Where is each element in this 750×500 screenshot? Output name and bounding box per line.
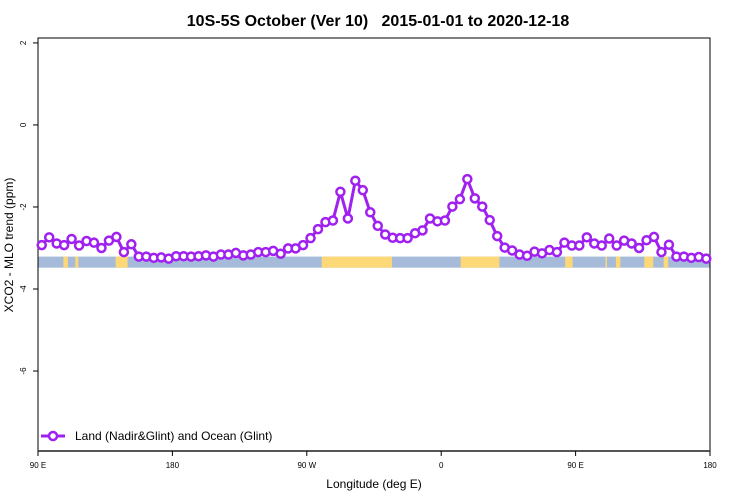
data-point xyxy=(111,231,122,243)
data-point xyxy=(342,213,354,224)
legend-entry-label: Land (Nadir&Glint) and Ocean (Glint) xyxy=(75,429,272,443)
data-point xyxy=(477,201,488,212)
data-point xyxy=(469,193,481,204)
data-point xyxy=(521,250,533,262)
data-point xyxy=(462,173,473,185)
data-point xyxy=(126,239,137,250)
legend: Land (Nadir&Glint) and Ocean (Glint) xyxy=(41,429,272,443)
data-point xyxy=(305,232,316,244)
data-point xyxy=(581,232,593,243)
data-point xyxy=(626,238,637,249)
land-segment xyxy=(321,256,392,268)
data-point xyxy=(350,175,361,186)
data-point xyxy=(335,186,346,198)
land-segment xyxy=(115,256,128,268)
data-point xyxy=(603,233,615,244)
x-tick-label: 180 xyxy=(166,461,180,470)
x-tick-label: 180 xyxy=(703,461,717,470)
data-point xyxy=(633,242,645,254)
x-axis-label: Longitude (deg E) xyxy=(326,477,421,491)
data-point xyxy=(663,239,675,250)
x-tick-label: 90 E xyxy=(567,461,583,470)
data-point xyxy=(454,193,466,205)
data-point xyxy=(574,240,585,251)
data-point xyxy=(312,223,324,235)
x-tick-label: 90 E xyxy=(30,461,46,470)
data-point xyxy=(551,246,563,258)
data-point xyxy=(439,215,451,226)
y-axis-label: XCO2 - MLO trend (ppm) xyxy=(2,178,16,313)
data-point xyxy=(447,201,458,212)
chart-title: 10S-5S October (Ver 10) 2015-01-01 to 20… xyxy=(187,13,570,30)
x-tick-label: 0 xyxy=(439,461,444,470)
data-point xyxy=(36,239,47,251)
data-point xyxy=(417,225,428,236)
y-tick-label: 2 xyxy=(19,40,28,45)
data-point xyxy=(611,240,622,251)
data-point xyxy=(402,232,413,244)
data-point xyxy=(365,207,376,218)
land-segment xyxy=(460,256,500,268)
data-point xyxy=(66,233,77,245)
land-segment xyxy=(605,256,607,268)
data-point xyxy=(506,245,518,256)
land-segment xyxy=(123,256,125,268)
land-ocean-strip xyxy=(38,256,710,268)
legend-marker-swatch xyxy=(47,430,59,442)
data-point xyxy=(275,248,286,259)
data-point xyxy=(88,237,100,248)
data-point xyxy=(491,230,503,242)
x-tick-label: 90 W xyxy=(297,461,316,470)
data-point xyxy=(96,242,107,254)
data-point xyxy=(357,184,369,196)
y-tick-label: -6 xyxy=(19,367,28,375)
land-segment xyxy=(565,256,573,268)
data-point xyxy=(327,215,339,226)
data-point xyxy=(58,239,70,251)
data-point xyxy=(484,214,495,226)
data-point xyxy=(43,232,55,243)
data-point xyxy=(656,246,667,258)
data-point xyxy=(648,231,660,243)
data-point xyxy=(596,240,607,251)
land-segment xyxy=(644,256,654,268)
series-land-ocean xyxy=(36,173,712,264)
land-segment xyxy=(615,256,621,268)
plot-frame xyxy=(37,37,711,452)
x-axis: 90 E 180 90 W 0 90 E 180 xyxy=(30,450,717,470)
data-point xyxy=(73,240,85,251)
y-tick-label: -4 xyxy=(19,285,28,293)
y-axis: 2 0 -2 -4 -6 xyxy=(19,40,38,375)
land-segment xyxy=(63,256,68,268)
y-tick-label: -2 xyxy=(19,203,28,211)
data-point xyxy=(372,220,383,232)
data-point xyxy=(297,239,309,251)
data-point xyxy=(701,253,712,264)
land-segment xyxy=(75,256,79,268)
y-tick-label: 0 xyxy=(19,122,28,127)
land-segment xyxy=(663,256,669,268)
data-point xyxy=(118,246,130,258)
